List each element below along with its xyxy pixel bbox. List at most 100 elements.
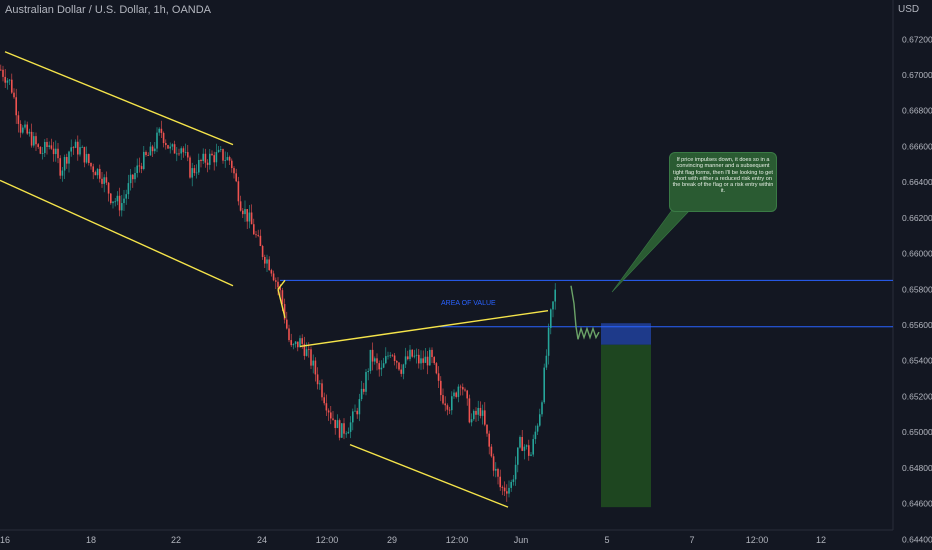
candle-body [466,390,468,399]
candle-body [411,349,413,357]
candle-body [547,327,550,356]
candle-body [220,149,222,150]
candle-body [52,148,55,155]
x-tick-label: 12:00 [316,535,339,545]
note-pointer [611,209,691,293]
candle-body [255,234,257,236]
candle-body [107,182,110,194]
candle-body [125,194,127,199]
candle-body [413,355,416,357]
candle-body [112,201,114,204]
candle-body [266,259,268,264]
candle-body [26,124,28,134]
candle-body [63,157,66,171]
candle-body [319,383,321,385]
target-zone [601,344,651,508]
candle-body [459,386,462,388]
x-tick-label: 12 [816,535,826,545]
candle-body [217,149,220,153]
candle-body [345,433,347,435]
candle-body [202,153,204,162]
candle-body [490,446,493,457]
candle-body [222,149,224,161]
candle-body [508,487,510,494]
y-tick-label: 0.65400 [902,356,932,366]
candle-body [213,155,215,163]
candle-body [545,355,548,368]
x-tick-label: 12:00 [446,535,469,545]
candle-body [514,464,517,480]
candle-body [363,388,365,392]
candle-body [226,157,229,161]
candle-body [468,398,471,423]
candle-body [552,301,554,310]
candle-body [376,358,378,364]
candle-body [532,439,534,455]
candle-body [30,131,33,146]
candle-body [184,152,187,153]
y-tick-label: 0.67000 [902,70,932,80]
candle-body [554,289,556,302]
candle-body [308,349,310,351]
area-of-value-label: AREA OF VALUE [441,300,496,307]
candle-body [66,157,68,164]
candle-body [501,487,504,488]
candle-body [268,259,270,271]
candle-body [521,437,523,451]
candle-body [451,396,453,411]
candle-body [464,389,466,391]
candle-body [422,358,424,363]
candle-body [68,151,70,164]
candle-body [55,148,57,155]
candle-body [99,168,101,179]
candle-body [288,328,290,341]
candle-body [72,147,75,149]
candle-body [321,383,323,398]
y-tick-label: 0.65800 [902,284,932,294]
candle-body [70,147,72,152]
annotation-note[interactable]: If price impulses down, it does so in a … [669,152,777,212]
y-tick-label: 0.66600 [902,141,932,151]
candle-body [57,148,59,159]
candle-body [360,388,363,400]
x-tick-label: 22 [171,535,181,545]
candle-body [332,418,334,420]
candle-body [189,157,191,178]
x-tick-label: 5 [604,535,609,545]
candle-body [149,146,152,156]
candle-body [239,201,242,211]
candle-body [473,410,475,420]
candle-body [132,174,134,180]
candle-body [446,405,449,410]
candle-body [299,338,301,348]
y-tick-label: 0.66400 [902,177,932,187]
candle-body [242,210,244,215]
y-tick-label: 0.66800 [902,106,932,116]
candle-body [525,445,528,447]
candle-body [512,479,515,482]
candle-body [479,407,482,416]
candle-body [374,358,376,362]
candle-body [424,356,427,363]
candle-body [2,69,4,77]
candle-body [176,153,178,155]
candle-body [437,373,440,381]
candle-body [488,433,490,447]
candle-body [528,445,530,456]
candle-body [200,159,202,162]
candle-body [165,143,167,146]
candle-body [523,446,526,451]
candle-body [118,195,121,211]
candle-body [429,349,431,366]
candle-body [151,146,154,152]
x-tick-label: 7 [689,535,694,545]
candle-body [46,141,48,147]
candle-body [257,235,259,236]
candle-body [442,395,444,404]
candle-body [455,392,457,397]
candle-body [277,281,279,288]
candle-body [510,481,512,488]
candle-body [156,132,158,149]
candle-body [453,392,455,397]
